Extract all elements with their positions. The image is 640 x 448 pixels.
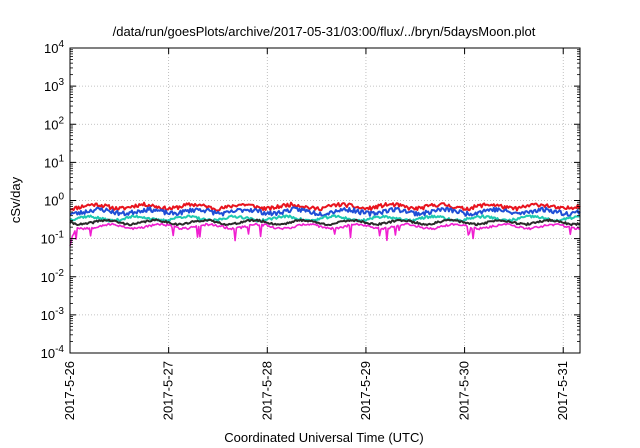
y-tick-label: 10-4	[41, 344, 65, 361]
series-line	[69, 222, 581, 247]
x-tick-label: 2017-5-26	[62, 361, 77, 420]
x-tick-label: 2017-5-30	[457, 361, 472, 420]
series-line	[69, 206, 581, 217]
series-layer	[69, 201, 581, 247]
x-tick-label: 2017-5-29	[358, 361, 373, 420]
y-tick-label: 103	[44, 77, 64, 94]
x-tick-label: 2017-5-28	[259, 361, 274, 420]
x-axis-title: Coordinated Universal Time (UTC)	[224, 430, 423, 445]
x-tick-label: 2017-5-27	[161, 361, 176, 420]
y-tick-label: 104	[44, 39, 64, 56]
grid-layer	[70, 48, 580, 353]
axis-layer: 104 103 102 101 100 10-1 10-2 10-3 10-42017-5-26…	[41, 39, 580, 420]
y-tick-label: 102	[44, 115, 64, 132]
x-tick-label: 2017-5-31	[555, 361, 570, 420]
series-line	[69, 201, 581, 212]
y-tick-label: 10-3	[41, 306, 65, 323]
y-tick-label: 100	[44, 192, 64, 209]
y-axis-title: cSv/day	[8, 176, 23, 223]
y-tick-label: 101	[44, 153, 64, 170]
y-tick-label: 10-1	[41, 230, 65, 247]
y-tick-label: 10-2	[41, 268, 65, 285]
chart-title: /data/run/goesPlots/archive/2017-05-31/0…	[113, 24, 536, 39]
series-line	[69, 218, 581, 227]
